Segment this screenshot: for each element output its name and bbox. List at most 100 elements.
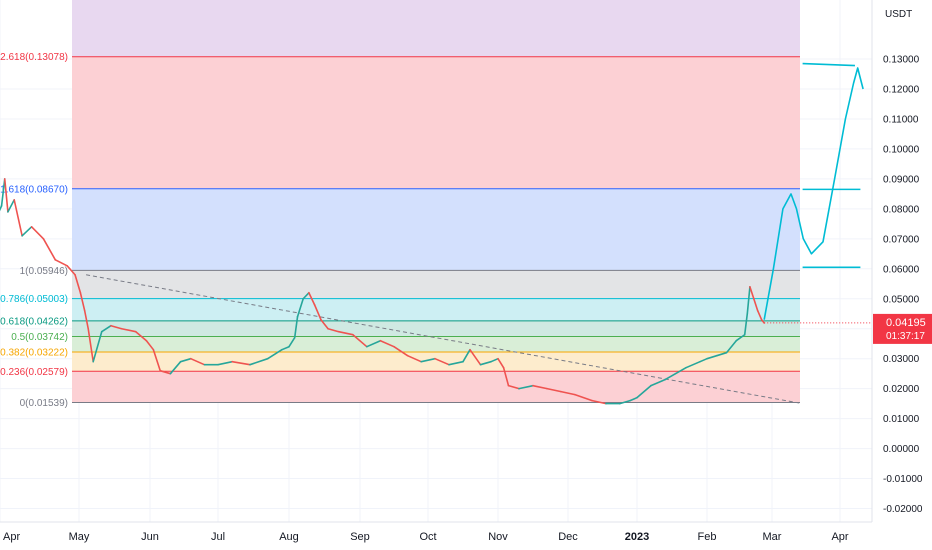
price-segment-41: [352, 333, 368, 348]
fib-level-label-5: 0.5(0.03742): [11, 332, 68, 343]
price-tick-0: 0.13000: [883, 55, 920, 66]
price-segment-49: [462, 348, 471, 363]
price-segment-34: [296, 297, 305, 318]
price-segment-80: [760, 318, 766, 324]
price-segment-61: [591, 399, 607, 405]
fibonacci-retracement[interactable]: 2.618(0.13078) 1.618(0.08670) 1(0.05946) 0.…: [0, 0, 800, 409]
descending-trendline: [86, 274, 800, 404]
current-price-badge: 0.04195 01:37:17: [873, 313, 932, 344]
price-segment-48: [448, 360, 464, 366]
price-segment-33: [293, 315, 299, 339]
price-segment-53: [497, 357, 505, 369]
time-tick-9: 2023: [625, 531, 649, 543]
price-segment-35: [302, 291, 310, 300]
price-segment-56: [518, 384, 534, 390]
price-tick-15: -0.02000: [883, 504, 923, 515]
price-tick-3: 0.10000: [883, 144, 920, 155]
price-segment-19: [135, 330, 148, 342]
time-tick-12: Apr: [831, 531, 848, 543]
price-segment-78: [752, 297, 759, 312]
fib-level-label-7: 0.236(0.02579): [0, 367, 68, 378]
price-tick-10: 0.03000: [883, 354, 920, 365]
price-segment-63: [618, 399, 631, 405]
price-tick-12: 0.01000: [883, 414, 920, 425]
price-segment-42: [365, 339, 382, 348]
price-segment-2: [0, 178, 6, 207]
fib-zone-6: [72, 352, 800, 372]
price-segment-71: [706, 354, 718, 360]
price-tick-7: 0.06000: [883, 264, 920, 275]
trendline-layer[interactable]: [86, 274, 800, 404]
price-segment-1: [0, 205, 3, 212]
price-tick-14: -0.01000: [883, 474, 923, 485]
price-segment-68: [674, 366, 687, 375]
projection-drawing[interactable]: [763, 62, 864, 320]
fib-zone-2: [72, 270, 800, 299]
price-segment-65: [636, 384, 652, 399]
price-segment-79: [756, 309, 763, 321]
price-tick-4: 0.09000: [883, 174, 920, 185]
price-tick-2: 0.11000: [883, 114, 919, 125]
price-segment-21: [152, 348, 161, 372]
price-segment-14: [87, 327, 94, 363]
price-segment-13: [83, 309, 90, 330]
price-segment-27: [217, 360, 233, 366]
price-segment-60: [574, 393, 593, 402]
fib-level-label-0: 2.618(0.13078): [0, 52, 68, 63]
time-tick-11: Mar: [763, 531, 782, 543]
bar-countdown: 01:37:17: [886, 331, 925, 342]
current-price-value: 0.04195: [886, 317, 926, 329]
current-price-badge-bg: [873, 313, 932, 344]
price-segment-37: [313, 303, 322, 321]
price-segment-58: [546, 387, 562, 393]
price-segment-20: [145, 339, 155, 351]
price-tick-11: 0.02000: [883, 384, 920, 395]
fib-level-label-6: 0.382(0.03222): [0, 348, 68, 359]
price-segment-12: [79, 291, 86, 312]
price-segment-44: [393, 345, 409, 357]
price-segment-30: [266, 348, 283, 360]
price-segment-75: [743, 312, 749, 336]
price-segment-38: [320, 318, 329, 330]
price-segment-31: [281, 345, 290, 351]
price-segment-7: [30, 226, 45, 240]
fib-zone-4: [72, 320, 800, 337]
time-tick-1: May: [69, 531, 90, 543]
price-segment-36: [308, 291, 316, 306]
price-segment-11: [74, 273, 82, 294]
fib-zone-top: [72, 0, 800, 57]
price-segment-28: [231, 360, 251, 366]
price-segment-64: [629, 396, 638, 402]
price-segment-6: [21, 226, 33, 237]
price-segment-10: [66, 264, 76, 276]
price-segment-46: [420, 357, 436, 363]
price-series: [0, 178, 872, 405]
projection-path: [763, 67, 864, 320]
price-segment-73: [725, 339, 738, 354]
price-segment-69: [685, 360, 701, 369]
price-segment-24: [179, 357, 192, 363]
price-segment-74: [735, 333, 746, 342]
time-axis-background: [0, 522, 932, 550]
price-segment-55: [507, 384, 520, 390]
time-axis[interactable]: Apr May Jun Jul Aug Sep Oct Nov Dec 2023 Feb Mar Apr: [0, 521, 932, 550]
price-segment-3: [3, 178, 9, 213]
fib-level-label-3: 0.786(0.05003): [0, 294, 68, 305]
price-segment-47: [434, 357, 450, 366]
price-segment-52: [490, 357, 499, 363]
price-axis[interactable]: USDT 0.13000 0.12000 0.11000 0.10000 0.09000…: [871, 0, 932, 522]
price-segment-25: [190, 357, 206, 366]
fib-zone-0: [72, 56, 800, 189]
time-tick-4: Aug: [279, 531, 299, 543]
time-tick-8: Dec: [558, 531, 578, 543]
time-tick-2: Jun: [141, 531, 159, 543]
price-tick-1: 0.12000: [883, 84, 920, 95]
time-tick-6: Oct: [419, 531, 436, 543]
price-tick-8: 0.05000: [883, 294, 920, 305]
price-segment-18: [120, 327, 137, 333]
time-tick-0: Apr: [3, 531, 20, 543]
price-segment-66: [650, 378, 666, 387]
fib-level-label-4: 0.618(0.04262): [0, 316, 68, 327]
fib-zone-3: [72, 298, 800, 321]
